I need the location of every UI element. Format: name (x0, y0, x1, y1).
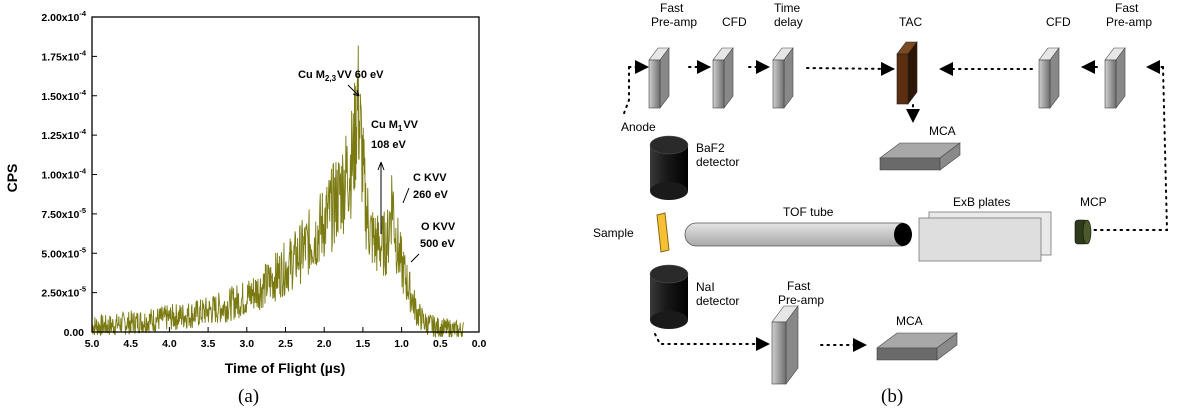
label-fast-preamp-2-line1: Fast (1115, 1, 1139, 15)
x-tick-label: 2.5 (278, 338, 293, 350)
x-tick-label: 2.0 (317, 338, 332, 350)
arrow-cu-m23 (347, 84, 360, 97)
label-mca-top: MCA (929, 124, 956, 138)
label-time-delay-line2: delay (774, 15, 803, 29)
annotation-o-kvv: O KVV (421, 221, 456, 233)
y-tick-label: 7.50x10-5 (41, 206, 86, 221)
arrowhead-cu-m1 (377, 161, 385, 171)
x-axis-ticks: 5.0 4.5 4.0 3.5 3.0 2.5 2.0 1.5 1.0 0.5 0.0 (85, 327, 487, 350)
annotation-c-kvv: C KVV (413, 172, 447, 184)
label-baf2-line2: detector (696, 155, 739, 169)
sample-holder (656, 212, 670, 253)
x-tick-label: 4.5 (123, 338, 138, 350)
cfd-1-module (712, 47, 734, 109)
arrowhead-cu-m23 (352, 89, 360, 97)
fast-preamp-1-module (648, 47, 670, 109)
x-tick-label: 0.0 (472, 338, 487, 350)
annotation-260ev: 260 eV (413, 189, 449, 201)
x-tick-label: 3.5 (201, 338, 216, 350)
baf2-detector (649, 135, 689, 200)
fast-preamp-3-module (771, 305, 799, 385)
setup-diagram: Fast Pre-amp CFD Time delay TAC CFD Fast… (593, 1, 1169, 385)
label-tof-tube: TOF tube (783, 205, 834, 219)
arrow-o-kvv (410, 253, 420, 263)
line-nai-to-preamp (654, 333, 770, 351)
tof-tube (684, 222, 912, 247)
annotation-108ev: 108 eV (371, 139, 407, 151)
label-mcp: MCP (1080, 195, 1107, 209)
label-fast-preamp-3-line1: Fast (787, 279, 811, 293)
x-tick-label: 5.0 (85, 338, 100, 350)
arrow-c-kvv (402, 187, 410, 204)
label-nai-line1: NaI (696, 280, 715, 294)
y-axis-ticks: 0.00 2.50x10-5 5.00x10-5 7.50x10-5 1.00x10-4… (41, 9, 97, 339)
x-tick-label: 0.5 (433, 338, 448, 350)
x-axis-label: Time of Flight (µs) (225, 360, 346, 376)
label-baf2-line1: BaF2 (696, 141, 725, 155)
line-delay-to-tac (806, 61, 895, 76)
label-nai-line2: detector (696, 294, 739, 308)
label-fast-preamp-3-line2: Pre-amp (778, 293, 824, 307)
y-tick-label: 1.50x10-4 (41, 88, 86, 103)
label-tac: TAC (899, 15, 922, 29)
time-delay-module (772, 47, 794, 109)
cfd-2-module (1038, 47, 1060, 109)
peak-annotations: Cu M2,3VV 60 eV Cu M1VV 108 eV C KVV 260… (298, 69, 456, 250)
subfigure-label-a: (a) (238, 386, 260, 407)
line-mcp-return (1089, 66, 1169, 231)
line-anode-drop (622, 66, 630, 117)
annotation-cu-m1: Cu M1VV (371, 119, 419, 133)
label-exb-plates: ExB plates (953, 195, 1010, 209)
label-anode: Anode (621, 120, 656, 134)
y-tick-label: 2.00x10-4 (41, 9, 86, 24)
label-cfd-1: CFD (722, 15, 747, 29)
spectrum-series (91, 45, 464, 339)
nai-detector (649, 264, 689, 329)
diagram-labels: Fast Pre-amp CFD Time delay TAC CFD Fast… (593, 1, 1152, 328)
y-tick-label: 2.50x10-5 (41, 285, 86, 300)
tac-module (896, 41, 918, 105)
label-fast-preamp-1-line2: Pre-amp (651, 15, 697, 29)
annotation-cu-m23: Cu M2,3VV 60 eV (298, 69, 384, 83)
spectrum-line (91, 45, 464, 339)
label-sample: Sample (593, 226, 634, 240)
mcp-detector (1074, 219, 1092, 245)
mca-top-module (879, 142, 961, 171)
label-fast-preamp-2-line2: Pre-amp (1106, 15, 1152, 29)
signal-lines (622, 60, 1169, 352)
label-fast-preamp-1-line1: Fast (660, 1, 684, 15)
y-tick-label: 0.00 (64, 327, 85, 339)
y-axis-label: CPS (4, 164, 20, 193)
label-time-delay-line1: Time (774, 1, 801, 15)
subfigure-label-b: (b) (881, 386, 904, 407)
label-mca-bottom: MCA (896, 314, 923, 328)
x-tick-label: 4.0 (162, 338, 177, 350)
y-tick-label: 5.00x10-5 (41, 245, 86, 260)
x-tick-label: 1.5 (356, 338, 371, 350)
tof-spectrum-chart: 0.00 2.50x10-5 5.00x10-5 7.50x10-5 1.00x10-4… (4, 9, 487, 376)
label-cfd-2: CFD (1046, 15, 1071, 29)
fast-preamp-2-module (1104, 47, 1126, 109)
tof-spectrum-panel: 0.00 2.50x10-5 5.00x10-5 7.50x10-5 1.00x10-4… (0, 0, 500, 414)
setup-diagram-panel: Fast Pre-amp CFD Time delay TAC CFD Fast… (585, 0, 1188, 414)
annotation-500ev: 500 eV (420, 238, 456, 250)
plot-frame (91, 16, 480, 333)
y-tick-label: 1.75x10-4 (41, 48, 86, 63)
x-tick-label: 3.0 (239, 338, 254, 350)
y-tick-label: 1.00x10-4 (41, 167, 86, 182)
mca-bottom-module (876, 332, 958, 361)
y-tick-label: 1.25x10-4 (41, 127, 86, 142)
exb-plates (918, 211, 1052, 262)
x-tick-label: 1.0 (394, 338, 409, 350)
annotation-arrows (347, 84, 420, 263)
